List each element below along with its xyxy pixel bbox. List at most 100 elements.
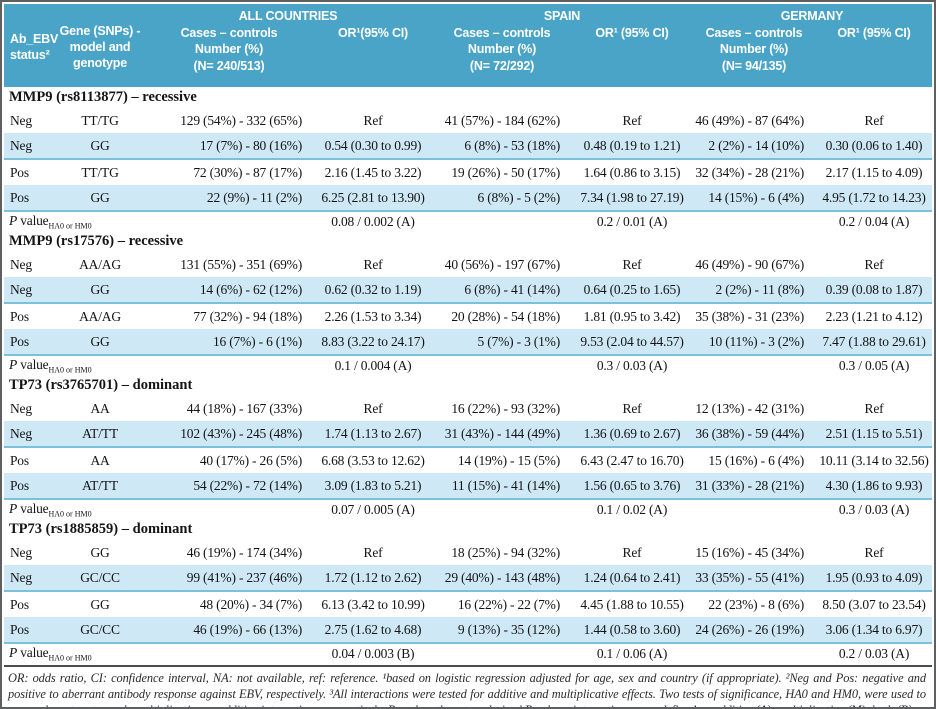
ebv-status-cell: Neg xyxy=(10,544,32,560)
spain-or-cell: Ref xyxy=(622,256,642,272)
pvalue-germany: 0.3 / 0.05 (A) xyxy=(838,357,910,373)
pvalue-label-p: P xyxy=(9,212,18,228)
ebv-status-cell: Neg xyxy=(10,112,32,128)
spain-or-cell: Ref xyxy=(622,400,642,416)
germany-or-cell: 2.51 (1.15 to 5.51) xyxy=(816,421,932,448)
group-header-germany: GERMANY xyxy=(692,4,932,25)
table-body: MMP9 (rs8113877) – recessive Neg TT/TG 1… xyxy=(4,87,932,663)
pvalue-label-subscript: HA0 or HM0 xyxy=(48,221,92,231)
ebv-status-cell: Neg xyxy=(4,565,56,592)
column-header-spain-or: OR¹ (95% CI) xyxy=(572,25,692,87)
header-subcolumn-row: Cases – controls Number (%) (N= 240/513)… xyxy=(4,25,932,87)
spain-or-cell: 1.81 (0.95 to 3.42) xyxy=(583,308,681,324)
germany-cases-cell: 33 (35%) - 55 (41%) xyxy=(692,565,816,592)
ebv-status-cell: Pos xyxy=(4,185,56,212)
germany-cases-cell: 24 (26%) - 26 (19%) xyxy=(692,617,816,644)
spain-cases-cell: 6 (8%) - 53 (18%) xyxy=(432,133,572,160)
germany-cases-cell: 15 (16%) - 6 (4%) xyxy=(708,452,804,468)
pvalue-all: 0.08 / 0.002 (A) xyxy=(331,213,415,229)
empty-cell xyxy=(432,499,572,519)
germany-or-cell: Ref xyxy=(864,544,884,560)
table-row: Neg AA 44 (18%) - 167 (33%) Ref 16 (22%)… xyxy=(4,396,932,421)
spain-or-cell: 0.64 (0.25 to 1.65) xyxy=(572,277,692,304)
genotype-cell: AA xyxy=(90,400,110,416)
germany-cases-cell: 14 (15%) - 6 (4%) xyxy=(692,185,816,212)
spain-or-cell: 4.45 (1.88 to 10.55) xyxy=(580,596,684,612)
pvalue-label-p: P xyxy=(9,356,18,372)
spain-cases-cell: 11 (15%) - 41 (14%) xyxy=(432,473,572,500)
germany-cases-cell: 35 (38%) - 31 (23%) xyxy=(695,308,804,324)
spain-cases-cell: 6 (8%) - 41 (14%) xyxy=(432,277,572,304)
genotype-cell: GG xyxy=(56,277,144,304)
spain-cases-cell: 29 (40%) - 143 (48%) xyxy=(432,565,572,592)
germany-cases-cell: 46 (49%) - 87 (64%) xyxy=(695,112,804,128)
pvalue-label-text: value xyxy=(17,644,49,660)
spain-or-cell: Ref xyxy=(622,544,642,560)
all-or-cell: 1.72 (1.12 to 2.62) xyxy=(314,565,432,592)
genotype-cell: AA/AG xyxy=(79,308,121,324)
spain-cases-cell: 16 (22%) - 93 (32%) xyxy=(451,400,560,416)
empty-cell xyxy=(692,211,816,231)
section-title-row: TP73 (rs3765701) – dominant xyxy=(4,375,932,396)
spain-cases-cell: 6 (8%) - 5 (2%) xyxy=(432,185,572,212)
table-row: Neg GG 14 (6%) - 62 (12%) 0.62 (0.32 to … xyxy=(4,277,932,304)
pvalue-spain: 0.1 / 0.02 (A) xyxy=(596,501,668,517)
spain-or-cell: 1.24 (0.64 to 2.41) xyxy=(572,565,692,592)
table-row: Pos GG 48 (20%) - 34 (7%) 6.13 (3.42 to … xyxy=(4,591,932,617)
pvalue-spain: 0.3 / 0.03 (A) xyxy=(596,357,668,373)
table-row: Neg GC/CC 99 (41%) - 237 (46%) 1.72 (1.1… xyxy=(4,565,932,592)
germany-cases-cell: 32 (34%) - 28 (21%) xyxy=(695,164,804,180)
all-cases-cell: 129 (54%) - 332 (65%) xyxy=(180,112,302,128)
all-or-cell: 0.54 (0.30 to 0.99) xyxy=(314,133,432,160)
all-or-cell: 2.16 (1.45 to 3.22) xyxy=(324,164,422,180)
ebv-status-cell: Pos xyxy=(10,164,29,180)
spain-cases-cell: 18 (25%) - 94 (32%) xyxy=(451,544,560,560)
germany-cases-cell: 46 (49%) - 90 (67%) xyxy=(695,256,804,272)
ebv-status-cell: Pos xyxy=(4,329,56,356)
column-header-ebv-status: Ab_EBV status² xyxy=(4,4,58,87)
genotype-cell: GC/CC xyxy=(56,565,144,592)
all-cases-cell: 17 (7%) - 80 (16%) xyxy=(144,133,314,160)
table-row: Neg TT/TG 129 (54%) - 332 (65%) Ref 41 (… xyxy=(4,108,932,133)
spain-or-cell: 1.36 (0.69 to 2.67) xyxy=(572,421,692,448)
ebv-status-cell: Neg xyxy=(10,256,32,272)
pvalue-row: P valueHA0 or HM0 0.07 / 0.005 (A) 0.1 /… xyxy=(4,499,932,519)
spain-or-cell: 1.56 (0.65 to 3.76) xyxy=(572,473,692,500)
germany-cases-cell: 22 (23%) - 8 (6%) xyxy=(708,596,804,612)
all-cases-cell: 72 (30%) - 87 (17%) xyxy=(193,164,302,180)
germany-or-cell: 7.47 (1.88 to 29.61) xyxy=(816,329,932,356)
genotype-cell: GG xyxy=(56,133,144,160)
ebv-status-cell: Pos xyxy=(4,617,56,644)
germany-cases-cell: 31 (33%) - 28 (21%) xyxy=(692,473,816,500)
spain-cases-cell: 19 (26%) - 50 (17%) xyxy=(451,164,560,180)
section-title: MMP9 (rs8113877) – recessive xyxy=(9,89,197,105)
genotype-cell: AT/TT xyxy=(56,473,144,500)
all-or-cell: 8.83 (3.22 to 24.17) xyxy=(314,329,432,356)
pvalue-germany: 0.2 / 0.04 (A) xyxy=(838,213,910,229)
genotype-cell: AT/TT xyxy=(56,421,144,448)
pvalue-germany: 0.2 / 0.03 (A) xyxy=(838,645,910,661)
all-or-cell: 0.62 (0.32 to 1.19) xyxy=(314,277,432,304)
all-or-cell: 2.75 (1.62 to 4.68) xyxy=(314,617,432,644)
table-row: Pos TT/TG 72 (30%) - 87 (17%) 2.16 (1.45… xyxy=(4,159,932,185)
genotype-cell: TT/TG xyxy=(81,164,119,180)
spain-or-cell: 7.34 (1.98 to 27.19) xyxy=(572,185,692,212)
germany-or-cell: 0.30 (0.06 to 1.40) xyxy=(816,133,932,160)
empty-cell xyxy=(692,643,816,663)
section-title: TP73 (rs3765701) – dominant xyxy=(9,377,193,393)
ebv-status-cell: Neg xyxy=(4,421,56,448)
odds-ratio-table: Ab_EBV status² Gene (SNPs) - model and g… xyxy=(4,4,932,663)
all-or-cell: 2.26 (1.53 to 3.34) xyxy=(324,308,422,324)
pvalue-germany: 0.3 / 0.03 (A) xyxy=(838,501,910,517)
all-or-cell: 6.68 (3.53 to 12.62) xyxy=(321,452,425,468)
header-group-row: Ab_EBV status² Gene (SNPs) - model and g… xyxy=(4,4,932,87)
pvalue-label-p: P xyxy=(9,500,18,516)
column-header-germany-cases: Cases – controls Number (%) (N= 94/135) xyxy=(692,25,816,87)
pvalue-spain: 0.2 / 0.01 (A) xyxy=(596,213,668,229)
genotype-cell: GG xyxy=(90,544,110,560)
spain-or-cell: 6.43 (2.47 to 16.70) xyxy=(580,452,684,468)
all-or-cell: 3.09 (1.83 to 5.21) xyxy=(314,473,432,500)
spain-cases-cell: 5 (7%) - 3 (1%) xyxy=(432,329,572,356)
pvalue-label-text: value xyxy=(17,212,49,228)
all-cases-cell: 22 (9%) - 11 (2%) xyxy=(144,185,314,212)
